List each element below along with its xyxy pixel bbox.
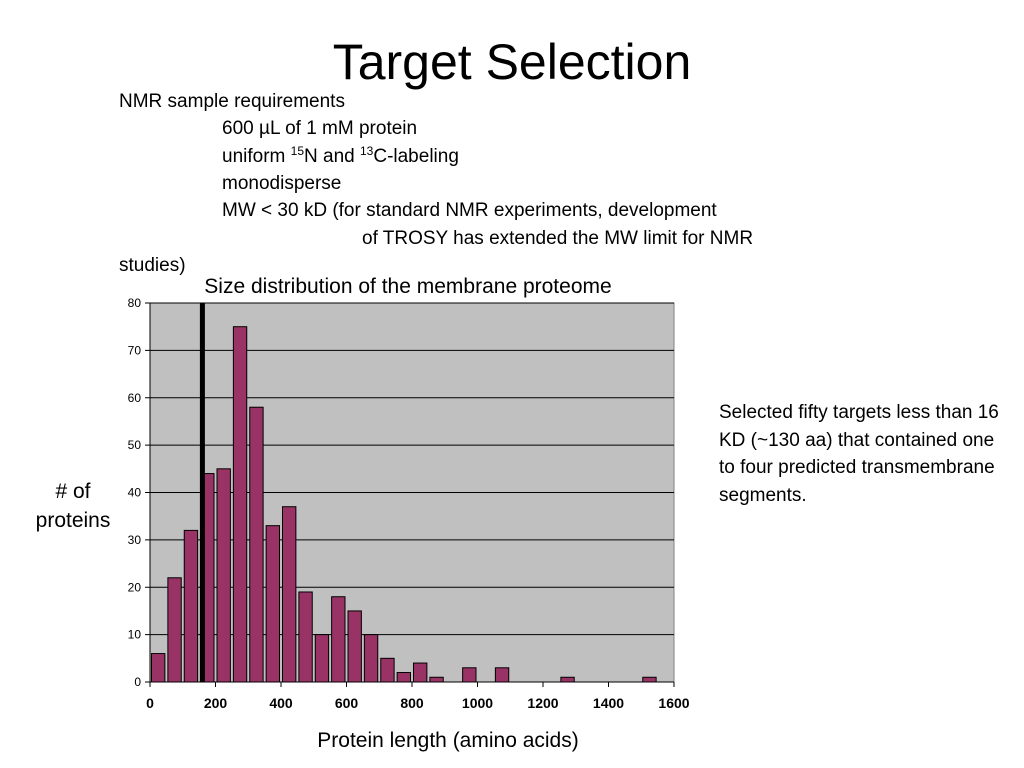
- requirement-labeling-a: uniform: [222, 146, 291, 167]
- isotope-superscript-15: 15: [290, 144, 304, 158]
- y-tick-label: 10: [128, 628, 142, 642]
- histogram-bar: [462, 667, 477, 683]
- side-note: Selected fifty targets less than 16 KD (…: [719, 402, 999, 506]
- requirement-labeling-c: C-labeling: [373, 146, 459, 167]
- y-tick-label: 30: [128, 533, 142, 547]
- histogram-bar: [216, 468, 231, 683]
- requirement-labeling: uniform 15N and 13C-labeling: [222, 143, 459, 170]
- isotope-superscript-13: 13: [359, 144, 374, 158]
- histogram-bar: [396, 672, 411, 683]
- histogram-bar: [429, 676, 444, 683]
- y-tick-label: 0: [134, 675, 141, 689]
- histogram-bar: [494, 667, 510, 683]
- y-tick-label: 50: [128, 438, 142, 452]
- x-tick-label: 800: [400, 695, 424, 711]
- x-tick-label: 0: [146, 695, 154, 711]
- histogram-bar: [249, 406, 264, 683]
- requirement-mw-line2: of TROSY has extended the MW limit for N…: [362, 228, 754, 249]
- requirement-monodisperse: monodisperse: [222, 173, 342, 194]
- y-tick-label: 20: [128, 580, 142, 594]
- x-tick-label: 1600: [658, 695, 689, 711]
- histogram-bar: [413, 662, 428, 683]
- histogram-bar: [331, 596, 346, 683]
- histogram-bar: [642, 676, 657, 683]
- y-tick-label: 40: [128, 486, 142, 500]
- x-tick-label: 1400: [593, 695, 624, 711]
- histogram-bar: [183, 529, 199, 683]
- histogram-bar: [282, 506, 297, 683]
- x-tick-label: 400: [269, 695, 293, 711]
- requirement-labeling-b: N and: [304, 146, 360, 167]
- y-tick-label: 70: [128, 343, 142, 357]
- histogram-bar: [151, 653, 166, 683]
- x-tick-label: 1000: [462, 695, 493, 711]
- y-tick-label: 80: [128, 296, 142, 310]
- requirement-volume: 600 µL of 1 mM protein: [222, 115, 417, 142]
- x-axis-label: Protein length (amino acids): [317, 729, 579, 752]
- histogram-bar: [380, 657, 395, 683]
- requirement-volume-prefix: 600: [222, 118, 259, 139]
- slide-title: Target Selection: [332, 34, 692, 90]
- histogram-bar: [167, 577, 182, 683]
- x-tick-label: 600: [335, 695, 359, 711]
- mu-symbol: µ: [258, 118, 270, 139]
- histogram-bar: [265, 525, 280, 683]
- requirement-mw-line3: studies): [119, 255, 186, 276]
- histogram-bar: [347, 610, 362, 683]
- requirements-heading: NMR sample requirements: [119, 91, 345, 112]
- x-tick-label: 200: [204, 695, 228, 711]
- y-axis-label: # of proteins: [35, 480, 111, 532]
- x-tick-label: 1200: [527, 695, 558, 711]
- histogram-bar: [298, 591, 313, 683]
- histogram-bar: [363, 634, 379, 683]
- histogram-bar: [232, 326, 248, 683]
- requirement-volume-suffix: L of 1 mM protein: [269, 118, 418, 139]
- y-tick-label: 60: [128, 391, 142, 405]
- chart-title: Size distribution of the membrane proteo…: [204, 275, 612, 298]
- requirement-mw-line1: MW < 30 kD (for standard NMR experiments…: [222, 200, 717, 221]
- histogram-bar: [314, 634, 330, 683]
- histogram-bar: [560, 676, 575, 683]
